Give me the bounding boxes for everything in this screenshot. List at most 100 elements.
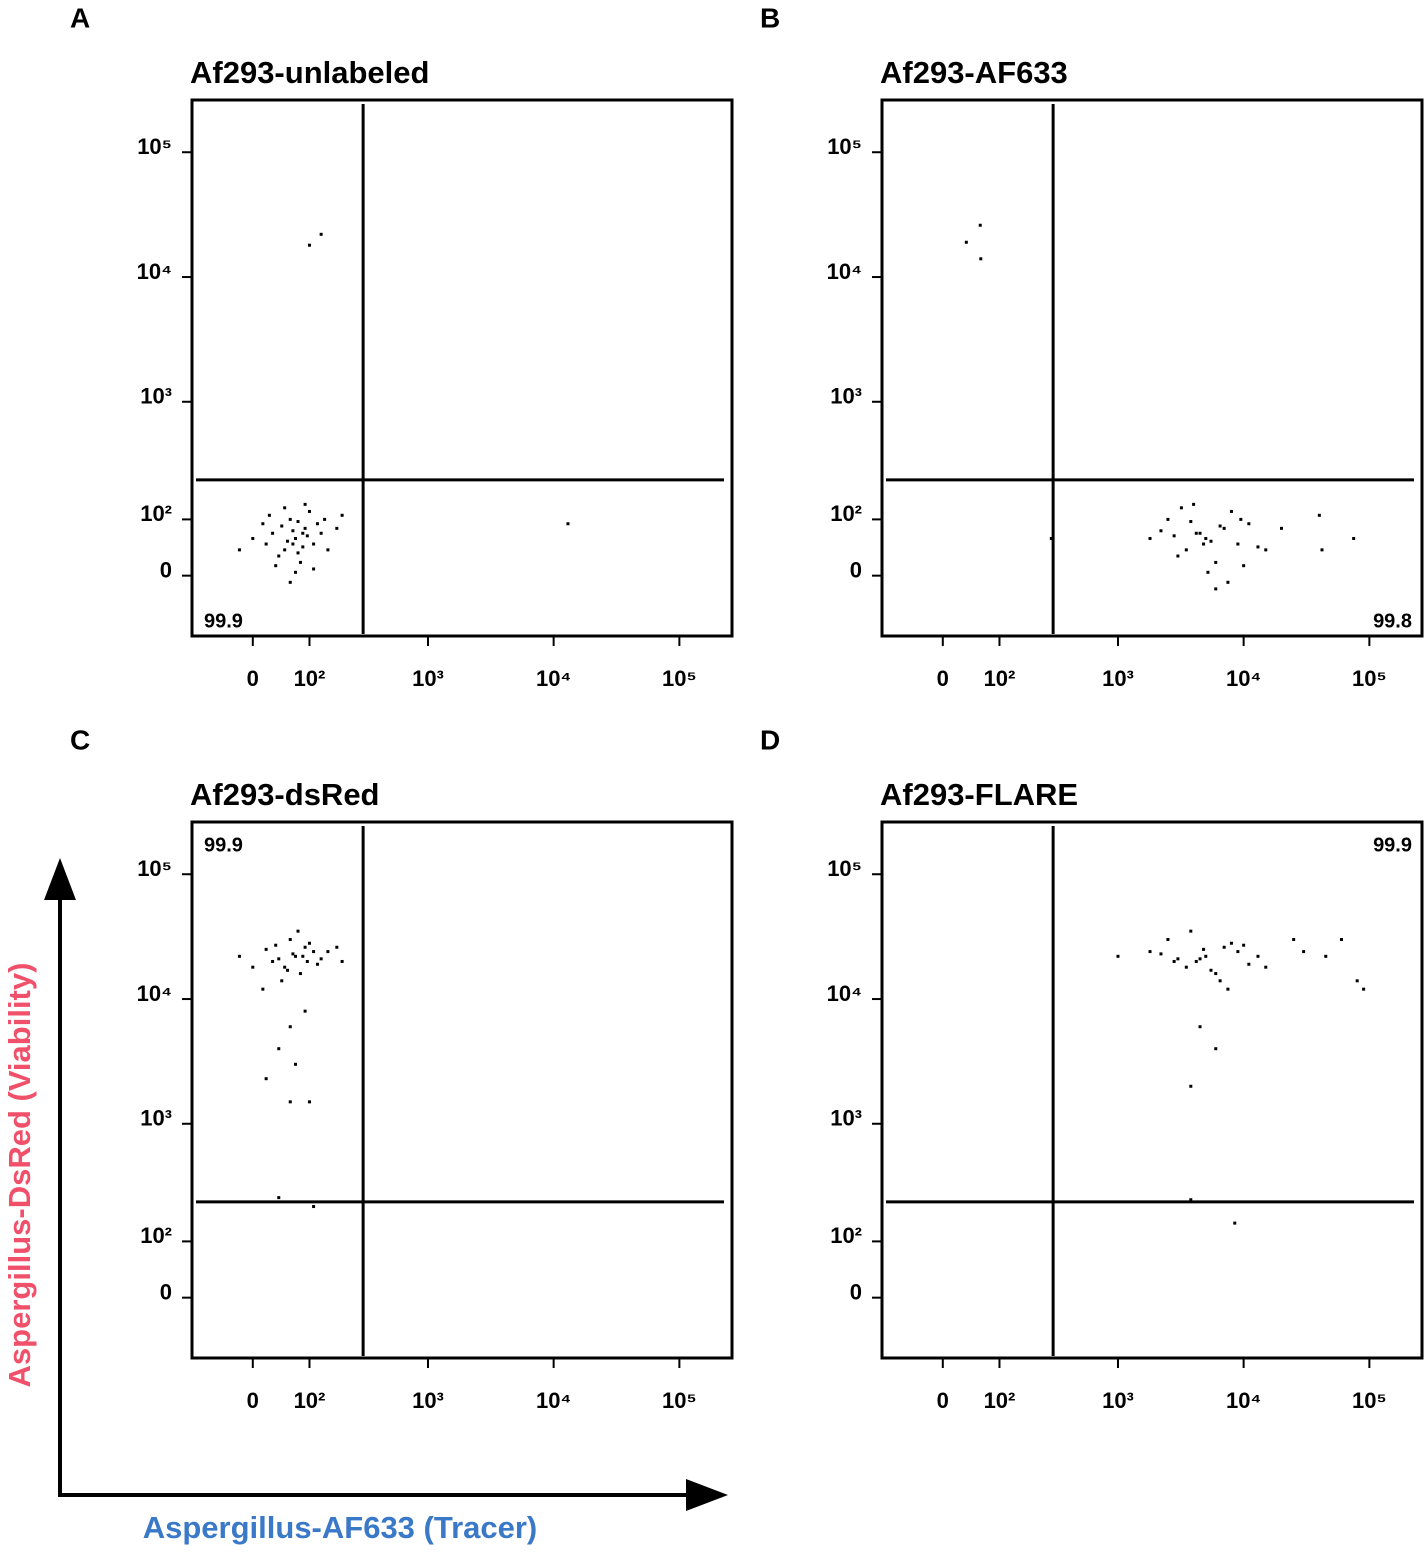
y-tick-label: 10⁵ <box>137 134 172 159</box>
event-dot <box>1218 524 1222 528</box>
event-dot <box>1229 509 1233 513</box>
event-dot <box>319 232 323 236</box>
event-dot <box>1184 548 1188 552</box>
y-tick-label: 10⁴ <box>137 981 172 1006</box>
event-dot <box>301 531 305 535</box>
x-tick-label: 0 <box>937 666 949 691</box>
event-dot <box>1218 979 1222 983</box>
x-tick-label: 10² <box>984 1388 1016 1413</box>
event-dot <box>340 513 344 517</box>
event-dot <box>1202 947 1206 951</box>
event-dot <box>277 1196 281 1200</box>
event-dot <box>305 959 309 963</box>
x-tick-label: 10⁴ <box>536 666 571 691</box>
x-tick-label: 10³ <box>412 1388 444 1413</box>
quadrant-percent: 99.9 <box>204 610 243 632</box>
event-dot <box>283 965 287 969</box>
x-tick-label: 10³ <box>412 666 444 691</box>
event-dot <box>296 929 300 933</box>
event-dot <box>288 580 292 584</box>
event-dot <box>1222 526 1226 530</box>
event-dot <box>271 959 275 963</box>
event-dot <box>1172 534 1176 538</box>
y-tick-label: 0 <box>850 1279 862 1304</box>
event-dot <box>319 531 323 535</box>
event-dot <box>979 257 983 261</box>
event-dot <box>335 526 339 530</box>
plot-frame <box>190 98 734 638</box>
event-dot <box>307 941 311 945</box>
event-dot <box>978 223 982 227</box>
x-tick-label: 10² <box>294 1388 326 1413</box>
x-tick-label: 10⁴ <box>1226 1388 1261 1413</box>
x-tick-label: 10⁵ <box>662 1388 697 1413</box>
y-tick-label: 10³ <box>140 1106 172 1131</box>
event-dot <box>1362 987 1366 991</box>
event-dot <box>294 570 298 574</box>
event-dot <box>296 520 300 524</box>
event-dot <box>1159 952 1163 956</box>
event-dot <box>1355 979 1359 983</box>
event-dot <box>237 954 241 958</box>
event-dot <box>303 502 307 506</box>
event-dot <box>288 937 292 941</box>
event-dot <box>261 522 265 526</box>
event-dot <box>294 1062 298 1066</box>
event-dot <box>1189 1198 1193 1202</box>
y-tick-label: 10² <box>830 501 862 526</box>
panel-letter: A <box>70 2 90 33</box>
event-dot <box>1292 937 1296 941</box>
y-tick-label: 10² <box>140 1223 172 1248</box>
event-dot <box>1317 513 1321 517</box>
event-dot <box>566 522 570 526</box>
event-dot <box>307 509 311 513</box>
event-dot <box>312 1205 316 1209</box>
y-tick-label: 10⁴ <box>827 259 862 284</box>
event-dot <box>1214 1047 1218 1051</box>
event-dot <box>264 1077 268 1081</box>
event-dot <box>1179 506 1183 510</box>
event-dot <box>277 554 281 558</box>
y-tick-label: 10³ <box>140 384 172 409</box>
x-axis-label: Aspergillus-AF633 (Tracer) <box>143 1510 538 1545</box>
event-dot <box>1148 536 1152 540</box>
panel-letter: B <box>760 2 780 33</box>
event-dot <box>1176 957 1180 961</box>
event-dot <box>251 536 255 540</box>
event-dot <box>323 517 327 521</box>
x-tick-label: 0 <box>247 666 259 691</box>
y-tick-label: 0 <box>850 557 862 582</box>
event-dot <box>1279 526 1283 530</box>
event-dot <box>1204 536 1208 540</box>
event-dot <box>1194 959 1198 963</box>
event-dot <box>1189 520 1193 524</box>
event-dot <box>274 564 278 568</box>
event-dot <box>301 954 305 958</box>
event-dot <box>298 972 302 976</box>
event-dot <box>280 979 284 983</box>
event-dot <box>1256 545 1260 549</box>
event-dot <box>1116 954 1120 958</box>
event-dot <box>1204 954 1208 958</box>
event-dot <box>1247 962 1251 966</box>
event-dot <box>1242 943 1246 947</box>
event-dot <box>291 529 295 533</box>
event-dot <box>1166 937 1170 941</box>
x-tick-label: 10⁴ <box>1226 666 1261 691</box>
panel-letter: D <box>760 724 780 755</box>
event-dot <box>280 524 284 528</box>
event-dot <box>1189 1084 1193 1088</box>
event-dot <box>307 1100 311 1104</box>
event-dot <box>307 243 311 247</box>
event-dot <box>264 542 268 546</box>
event-dot <box>964 240 968 244</box>
event-dot <box>285 968 289 972</box>
event-dot <box>1198 1025 1202 1029</box>
x-tick-label: 10⁵ <box>1352 666 1387 691</box>
panel-title: Af293-AF633 <box>880 55 1068 90</box>
event-dot <box>296 551 300 555</box>
event-dot <box>288 517 292 521</box>
y-tick-label: 10⁴ <box>137 259 172 284</box>
event-dot <box>1148 950 1152 954</box>
event-dot <box>1239 517 1243 521</box>
